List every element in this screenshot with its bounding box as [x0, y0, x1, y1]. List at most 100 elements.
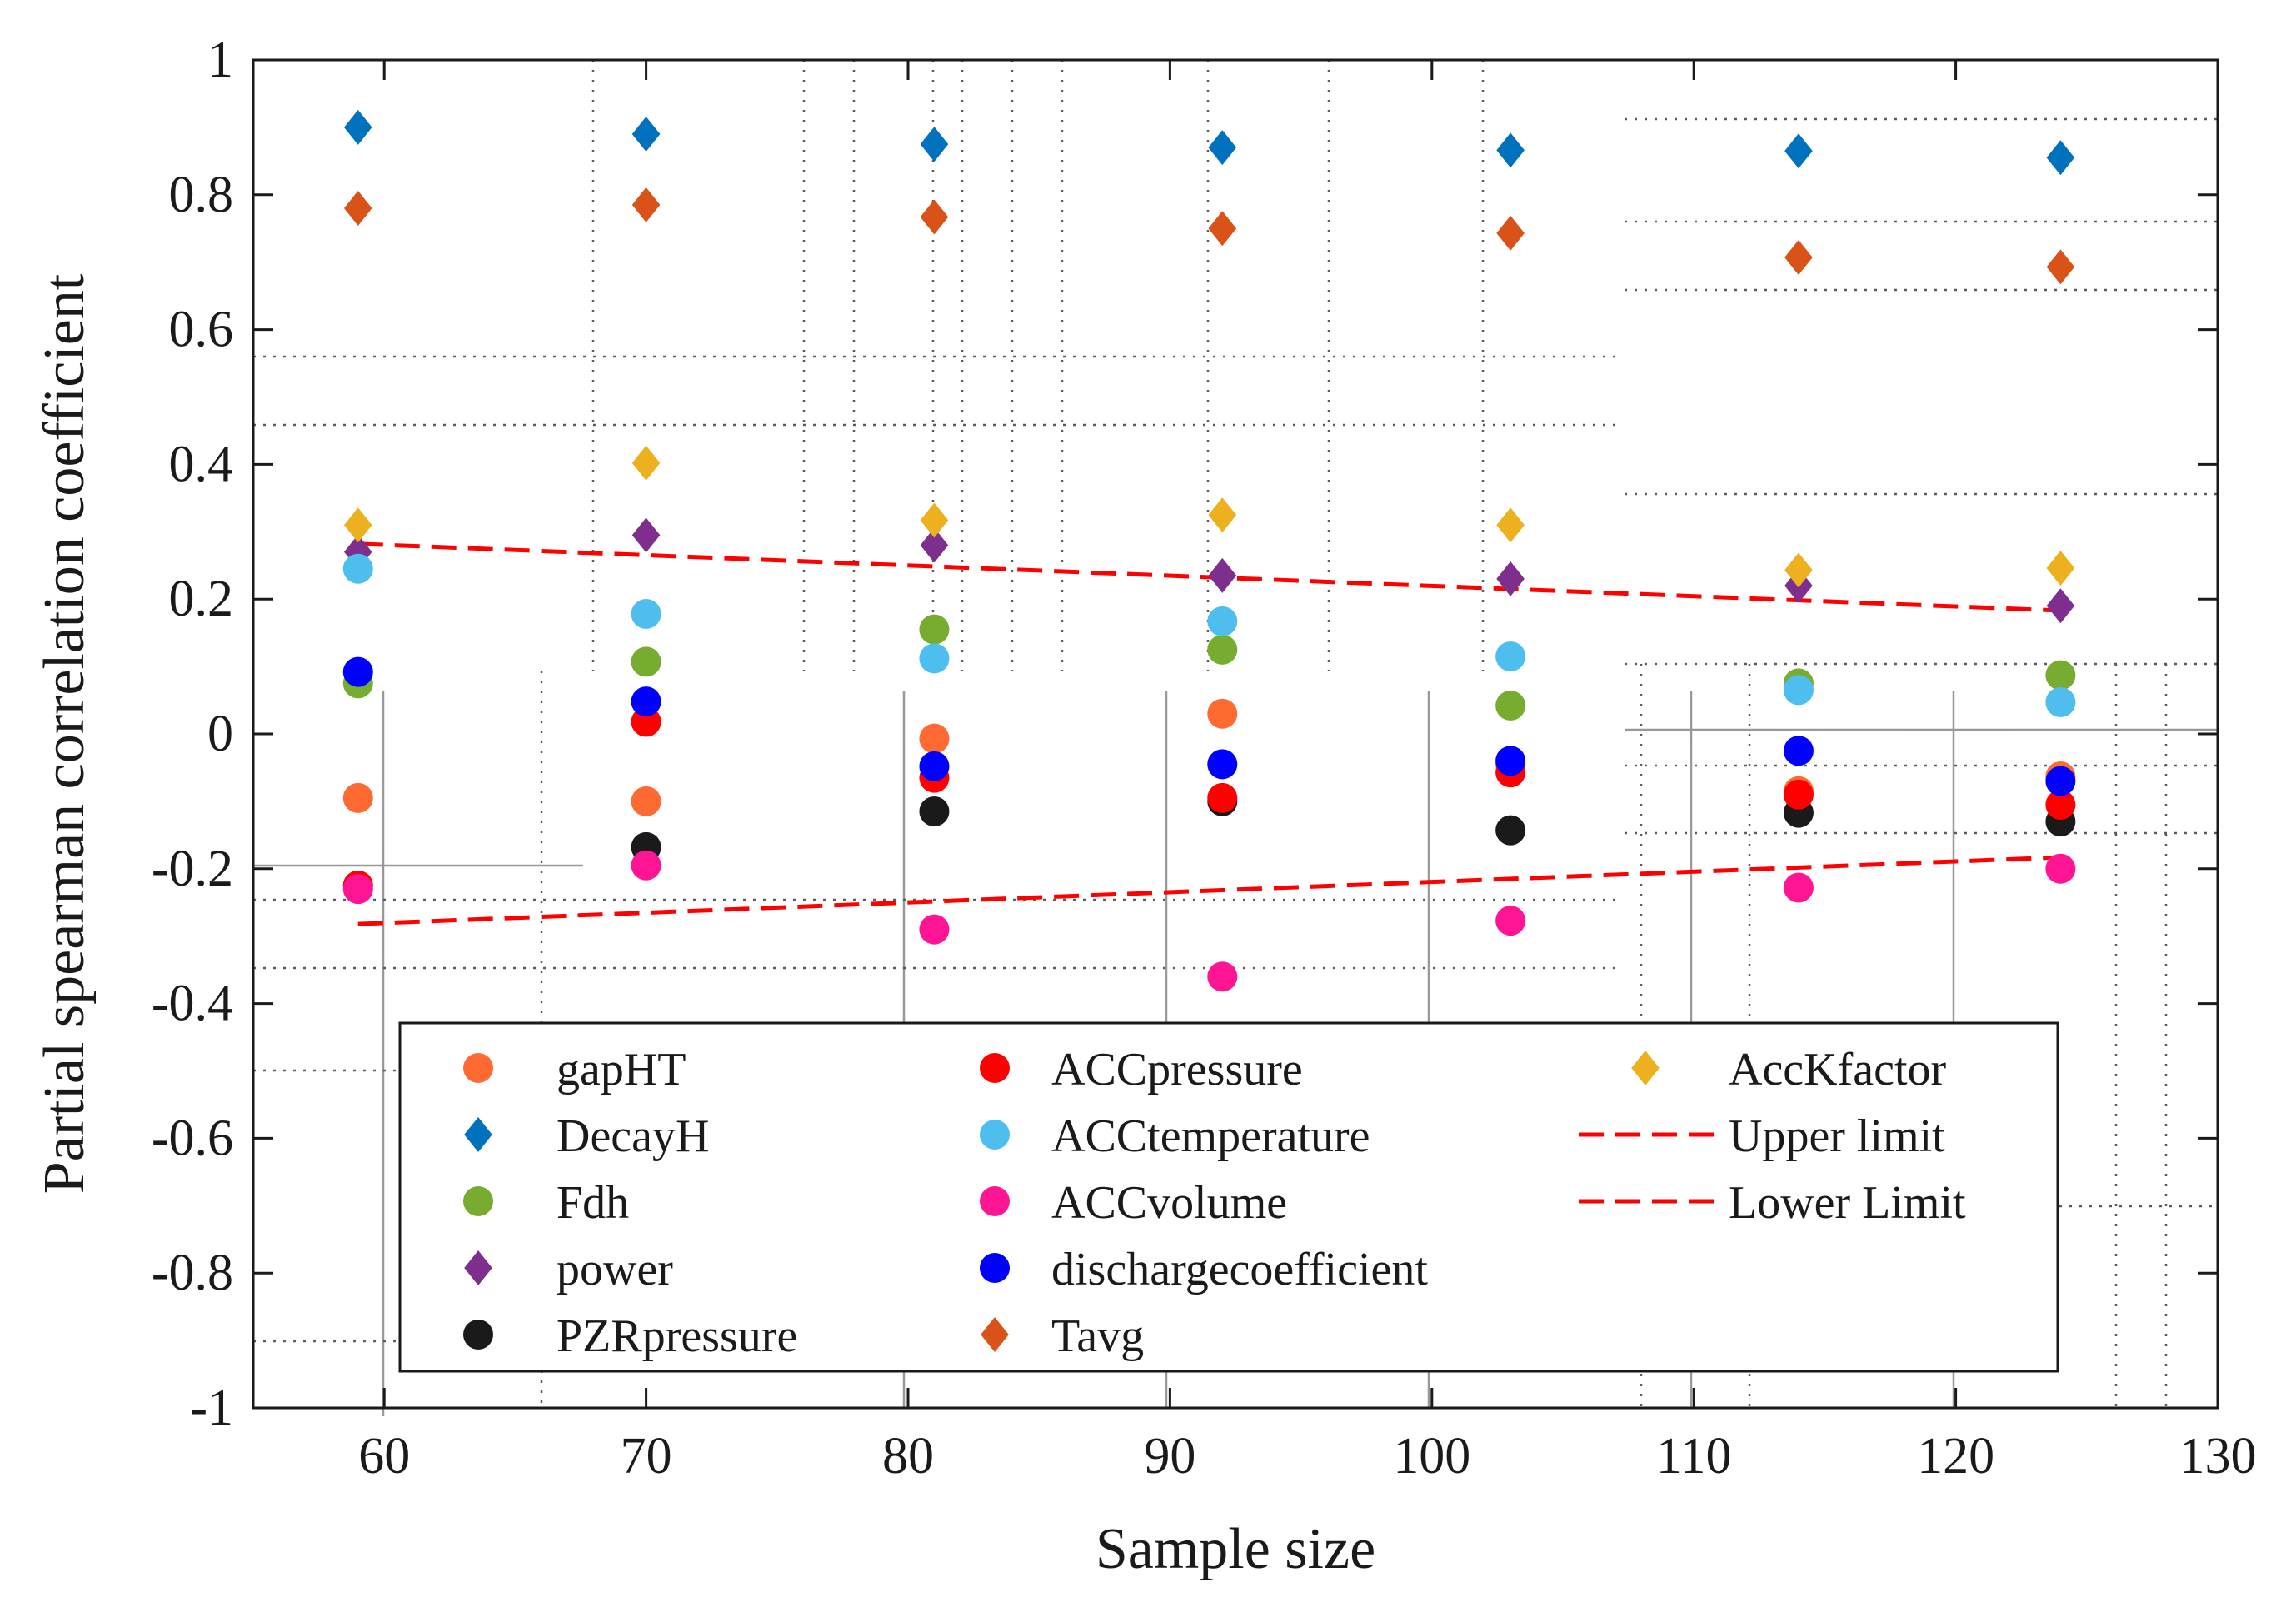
acctemperature-point: [1783, 675, 1814, 706]
axis-ticks: [253, 58, 2219, 1410]
legend: gapHT DecayH Fdh power PZRpressure ACCpressur…: [398, 1021, 2059, 1373]
acctemperature-point: [1495, 641, 1526, 671]
power-point: [920, 527, 949, 563]
accpressure-point: [2045, 789, 2076, 820]
legend-label-dischargecoefficient: dischargecoefficient: [1051, 1244, 1428, 1295]
acckfactor-point: [631, 445, 661, 481]
x-tick-label: 120: [1917, 1428, 1994, 1485]
legend-symbol-accvolume: [980, 1186, 1010, 1216]
acckfactor-point: [343, 507, 372, 543]
acctemperature-point: [2045, 686, 2076, 717]
legend-symbol-gapht: [463, 1053, 493, 1083]
y-tick-label: -0.2: [152, 841, 233, 897]
legend-symbol-acctemperature: [980, 1120, 1010, 1150]
x-tick-label: 130: [2179, 1428, 2257, 1485]
gapht-point: [919, 723, 950, 754]
accvolume-point: [2045, 853, 2076, 884]
legend-label-lower-limit: Lower Limit: [1729, 1177, 1966, 1229]
acckfactor-point: [1496, 507, 1525, 543]
tavg-point: [1784, 240, 1813, 276]
y-tick-label: -0.8: [152, 1245, 233, 1301]
y-tick-label: 0.4: [169, 436, 234, 492]
accpressure-point: [1207, 782, 1238, 813]
power-point: [1496, 561, 1525, 596]
decayh-point: [1208, 130, 1237, 166]
y-tick-label: 1: [207, 32, 233, 88]
legend-label-acctemperature: ACCtemperature: [1051, 1110, 1370, 1162]
decayh-point: [1496, 132, 1525, 168]
power-point: [1208, 557, 1237, 593]
legend-box: [398, 1021, 2059, 1373]
dischargecoefficient-point: [342, 656, 373, 687]
accvolume-point: [1495, 906, 1526, 936]
y-tick-label: 0.8: [169, 167, 234, 223]
gapht-point: [1207, 698, 1238, 729]
dischargecoefficient-point: [919, 751, 950, 781]
fdh-point: [919, 614, 950, 645]
y-tick-label: -0.4: [152, 976, 233, 1032]
decayh-point: [343, 109, 372, 145]
legend-symbol-accpressure: [980, 1053, 1010, 1083]
y-tick-label: -1: [190, 1380, 233, 1436]
power-point: [2046, 588, 2075, 624]
legend-label-accvolume: ACCvolume: [1051, 1177, 1287, 1229]
pzrpressure-point: [1495, 815, 1526, 846]
legend-label-accpressure: ACCpressure: [1051, 1044, 1303, 1095]
gapht-point: [631, 786, 661, 816]
x-tick-label: 70: [621, 1428, 672, 1485]
acctemperature-point: [631, 598, 661, 629]
x-tick-label: 100: [1393, 1428, 1470, 1485]
acckfactor-point: [920, 502, 949, 538]
gapht-point: [342, 782, 373, 813]
pzrpressure-point: [919, 796, 950, 827]
decayh-point: [920, 127, 949, 162]
acckfactor-point: [2046, 550, 2075, 586]
tavg-point: [631, 187, 661, 222]
power-point: [631, 517, 661, 553]
legend-label-decayh: DecayH: [557, 1110, 709, 1162]
accvolume-point: [631, 850, 661, 881]
accvolume-point: [342, 874, 373, 905]
decayh-point: [631, 116, 661, 152]
decayh-point: [2046, 140, 2075, 176]
acctemperature-point: [919, 643, 950, 674]
y-tick-label: 0: [207, 706, 233, 762]
background-pattern: [253, 60, 2218, 1408]
dischargecoefficient-point: [1495, 746, 1526, 776]
legend-symbol-pzrpressure: [463, 1320, 493, 1350]
y-tick-label: 0.2: [169, 571, 234, 627]
fdh-point: [1207, 634, 1238, 665]
fdh-point: [1495, 691, 1526, 721]
legend-label-pzrpressure: PZRpressure: [557, 1310, 797, 1362]
acckfactor-point: [1784, 552, 1813, 588]
y-tick-label: 0.6: [169, 302, 234, 358]
y-tick-labels: -1 -0.8 -0.6 -0.4 -0.2 0 0.2 0.4 0.6 0.8 1: [152, 32, 233, 1436]
legend-label-tavg: Tavg: [1051, 1310, 1144, 1362]
limit-lines: [357, 541, 2061, 926]
legend-label-fdh: Fdh: [557, 1177, 629, 1229]
fdh-point: [631, 646, 661, 677]
acctemperature-point: [342, 553, 373, 584]
dischargecoefficient-point: [2045, 766, 2076, 796]
accvolume-point: [919, 914, 950, 945]
legend-symbol-dischargecoefficient: [980, 1253, 1010, 1283]
dischargecoefficient-point: [631, 686, 661, 717]
legend-label-acckfactor: AccKfactor: [1729, 1044, 1947, 1095]
legend-symbol-decayh: [464, 1117, 492, 1152]
y-tick-label: -0.6: [152, 1110, 233, 1166]
tavg-point: [1208, 211, 1237, 247]
acctemperature-point: [1207, 606, 1238, 636]
legend-label-power: power: [557, 1244, 673, 1295]
x-tick-label: 80: [882, 1428, 934, 1485]
legend-symbol-power: [464, 1250, 492, 1285]
x-tick-label: 90: [1144, 1428, 1195, 1485]
y-axis-label: Partial spearman correlation coefficient: [32, 273, 97, 1194]
legend-label-gapht: gapHT: [557, 1044, 686, 1095]
legend-symbol-tavg: [981, 1317, 1009, 1352]
x-tick-label: 60: [358, 1428, 410, 1485]
accvolume-point: [1783, 872, 1814, 903]
dischargecoefficient-point: [1783, 736, 1814, 766]
fdh-point: [2045, 660, 2076, 691]
lower-limit-line: [357, 855, 2061, 926]
tavg-point: [1496, 215, 1525, 251]
